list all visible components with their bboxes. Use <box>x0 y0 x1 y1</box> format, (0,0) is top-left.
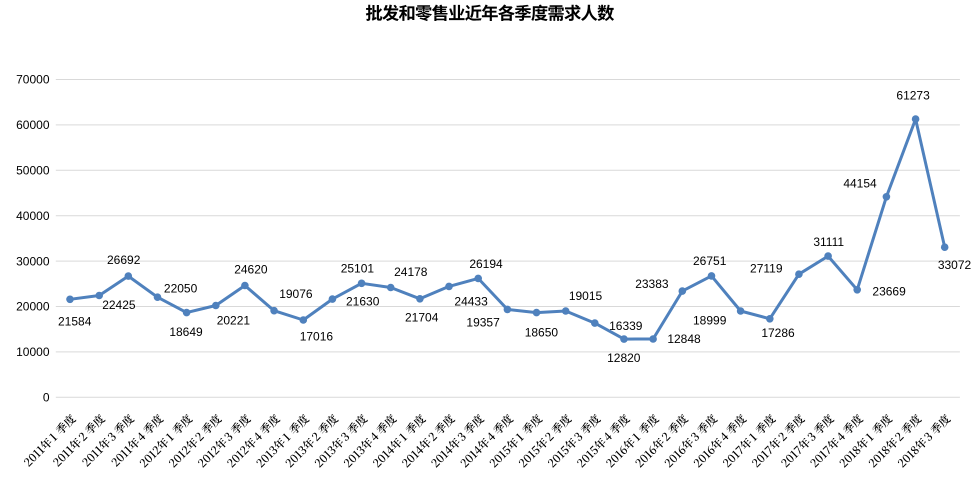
svg-text:18650: 18650 <box>525 326 559 340</box>
svg-text:26194: 26194 <box>469 257 503 271</box>
svg-text:17016: 17016 <box>300 330 334 344</box>
svg-text:18649: 18649 <box>169 325 203 339</box>
svg-text:22425: 22425 <box>102 298 136 312</box>
svg-text:24433: 24433 <box>454 294 488 308</box>
svg-text:26692: 26692 <box>107 253 141 267</box>
svg-text:33072: 33072 <box>938 258 972 272</box>
svg-text:40000: 40000 <box>16 209 50 223</box>
svg-text:21630: 21630 <box>346 294 380 308</box>
svg-text:10000: 10000 <box>16 345 50 359</box>
svg-text:16339: 16339 <box>609 319 643 333</box>
svg-text:70000: 70000 <box>16 73 50 87</box>
svg-text:27119: 27119 <box>750 261 783 275</box>
svg-text:12848: 12848 <box>667 332 701 346</box>
svg-text:0: 0 <box>43 391 50 405</box>
svg-text:12820: 12820 <box>607 351 641 365</box>
svg-text:23383: 23383 <box>635 277 669 291</box>
svg-text:19357: 19357 <box>466 315 500 329</box>
svg-text:17286: 17286 <box>761 326 795 340</box>
svg-text:24178: 24178 <box>394 265 428 279</box>
svg-text:44154: 44154 <box>843 177 877 191</box>
svg-text:24620: 24620 <box>234 263 268 277</box>
svg-text:19076: 19076 <box>279 287 313 301</box>
svg-text:26751: 26751 <box>693 254 727 268</box>
svg-text:22050: 22050 <box>164 281 198 295</box>
svg-text:31111: 31111 <box>813 235 844 249</box>
svg-text:50000: 50000 <box>16 164 50 178</box>
svg-text:19015: 19015 <box>569 289 603 303</box>
svg-text:61273: 61273 <box>896 88 930 102</box>
svg-text:60000: 60000 <box>16 118 50 132</box>
svg-text:20000: 20000 <box>16 300 50 314</box>
svg-text:25101: 25101 <box>341 262 375 276</box>
svg-text:18999: 18999 <box>693 313 727 327</box>
svg-text:21584: 21584 <box>58 315 92 329</box>
svg-text:20221: 20221 <box>217 314 251 328</box>
svg-text:30000: 30000 <box>16 254 50 268</box>
svg-text:23669: 23669 <box>872 284 906 298</box>
svg-text:21704: 21704 <box>405 311 439 325</box>
